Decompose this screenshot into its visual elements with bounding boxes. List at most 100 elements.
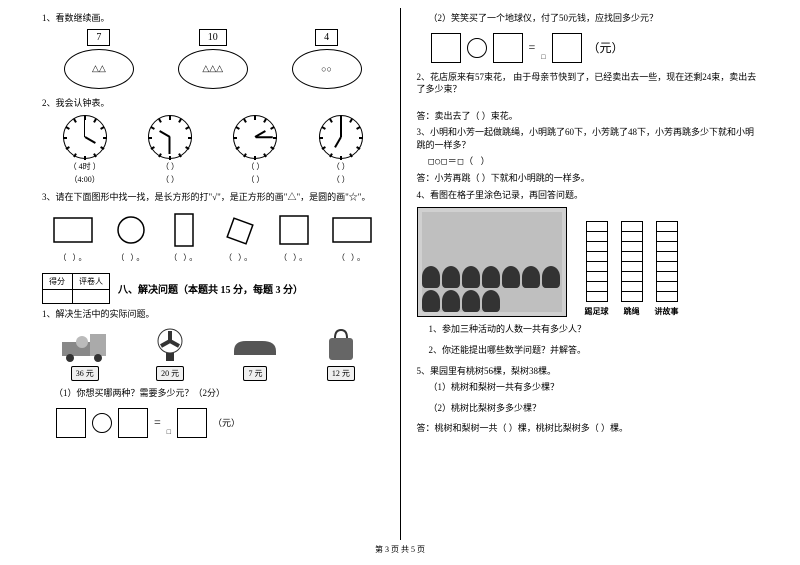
rq2-ans: 答：卖出去了（ ）束花。 xyxy=(417,110,759,123)
equation-row: = □ （元） xyxy=(431,33,759,63)
price-tag: 12 元 xyxy=(327,366,355,381)
rq5-s1: （1）桃树和梨树一共有多少棵？ xyxy=(417,381,759,394)
page-footer: 第 3 页 共 5 页 xyxy=(0,540,800,555)
number-box: 10 xyxy=(199,29,227,46)
answer-paren: （ ）。 xyxy=(116,252,146,263)
section-title: 八、解决问题（本题共 15 分，每题 3 分） xyxy=(110,281,303,296)
q1-item: 10 △△△ xyxy=(178,29,248,89)
unit-label: （元） xyxy=(213,416,240,429)
circle-icon xyxy=(116,212,146,248)
clock-face xyxy=(63,115,107,159)
clock-label: （ ） xyxy=(246,161,264,172)
blank-box xyxy=(552,33,582,63)
fan-icon xyxy=(141,326,199,364)
rq4-s1: 1、参加三种活动的人数一共有多少人？ xyxy=(417,323,759,336)
rq5-s2: （2）桃树比梨树多多少棵？ xyxy=(417,402,759,415)
kid-icon xyxy=(462,290,480,312)
price-tag: 36 元 xyxy=(71,366,99,381)
answer-paren: （ ）。 xyxy=(169,252,199,263)
bar-column: 踢足球 xyxy=(585,222,609,317)
bar-label: 踢足球 xyxy=(585,306,609,317)
q1-item: 7 △△ xyxy=(64,29,134,89)
kid-icon xyxy=(422,266,440,288)
bar-stack xyxy=(656,222,678,302)
answer-paren: （ ）。 xyxy=(337,252,367,263)
bag-icon xyxy=(312,326,370,364)
kid-icon xyxy=(502,266,520,288)
clock-face xyxy=(319,115,363,159)
solve-title: 1、解决生活中的实际问题。 xyxy=(42,308,384,321)
equation-row: = □ （元） xyxy=(56,408,384,438)
clock-face xyxy=(233,115,277,159)
kid-icon xyxy=(482,290,500,312)
rectangle-icon xyxy=(53,212,93,248)
shape-row: （ ）。 （ ）。 （ ）。 （ ）。 （ ）。 xyxy=(42,212,384,263)
score-blank xyxy=(43,289,73,303)
clock-cell: （ ） （ ） xyxy=(233,115,277,185)
pic-bars-row: 踢足球 跳绳 讲故事 xyxy=(417,207,759,317)
clock-label: （ ） xyxy=(332,161,350,172)
product: 36 元 xyxy=(56,326,114,381)
kids-group xyxy=(422,266,562,312)
grader-blank xyxy=(73,289,110,303)
shape-cell: （ ）。 xyxy=(116,212,146,263)
rq3-eq: □○□＝□（ ） xyxy=(417,156,759,169)
clock-icon xyxy=(319,115,363,159)
product: 20 元 xyxy=(141,326,199,381)
bars-group: 踢足球 跳绳 讲故事 xyxy=(585,207,679,317)
product: 12 元 xyxy=(312,326,370,381)
number-box: 4 xyxy=(315,29,338,46)
tall-rect-icon xyxy=(174,212,194,248)
bar-stack xyxy=(621,222,643,302)
rq3-ans: 答：小芳再跳（ ）下就和小明跳的一样多。 xyxy=(417,172,759,185)
clock-label: （ 4时 ） xyxy=(69,161,101,172)
price-tag: 7 元 xyxy=(243,366,267,381)
rq4-s2: 2、你还能提出哪些数学问题？并解答。 xyxy=(417,344,759,357)
drawn-shapes: △△ xyxy=(92,63,106,74)
kid-icon xyxy=(462,266,480,288)
equals-sign: = xyxy=(529,40,536,55)
clock-cell: （ ） （ ） xyxy=(148,115,192,185)
op-circle xyxy=(467,38,487,58)
rectangle-icon xyxy=(332,212,372,248)
square-icon xyxy=(279,212,309,248)
bar-cell xyxy=(621,291,643,302)
shoe-icon xyxy=(226,326,284,364)
shape-cell: （ ）。 xyxy=(279,212,309,263)
left-column: 1、看数继续画。 7 △△ 10 △△△ 4 ○○ 2、我会认钟表。 （ 4时 xyxy=(30,8,396,540)
shape-cell: （ ）。 xyxy=(222,212,256,263)
clock-cell: （ 4时 ） （4:00） xyxy=(63,115,107,185)
section-header: 得分评卷人 八、解决问题（本题共 15 分，每题 3 分） xyxy=(42,273,384,304)
bar-stack xyxy=(586,222,608,302)
bar-column: 讲故事 xyxy=(655,222,679,317)
q1-item: 4 ○○ xyxy=(292,29,362,89)
clock-label2: （ ） xyxy=(332,174,350,185)
shape-cell: （ ）。 xyxy=(169,212,199,263)
score-table: 得分评卷人 xyxy=(42,273,110,304)
clock-label2: （ ） xyxy=(246,174,264,185)
kid-icon xyxy=(522,266,540,288)
kid-icon xyxy=(442,290,460,312)
clock-face xyxy=(148,115,192,159)
score-label: 得分 xyxy=(43,273,73,289)
sub-blank: □ xyxy=(541,53,545,61)
kid-icon xyxy=(482,266,500,288)
product-row: 36 元 20 元 7 元 12 元 xyxy=(42,326,384,381)
drawn-shapes: ○○ xyxy=(321,64,332,74)
bar-label: 讲故事 xyxy=(655,306,679,317)
bar-label: 跳绳 xyxy=(624,306,640,317)
r-sub2: （2）笑笑买了一个地球仪，付了50元钱，应找回多少元？ xyxy=(417,12,759,25)
blank-box xyxy=(177,408,207,438)
truck-icon xyxy=(56,326,114,364)
answer-paren: （ ）。 xyxy=(58,252,88,263)
rq3-text: 3、小明和小芳一起做跳绳，小明跳了60下，小芳跳了48下，小芳再跳多少下就和小明… xyxy=(417,126,759,151)
right-column: （2）笑笑买了一个地球仪，付了50元钱，应找回多少元？ = □ （元） 2、花店… xyxy=(405,8,771,540)
clock-icon xyxy=(148,115,192,159)
shape-cell: （ ）。 xyxy=(332,212,372,263)
blank-box xyxy=(431,33,461,63)
bar-cell xyxy=(586,291,608,302)
op-circle xyxy=(92,413,112,433)
q2-title: 2、我会认钟表。 xyxy=(42,97,384,110)
clock-label2: （4:00） xyxy=(70,174,100,185)
clock-label: （ ） xyxy=(161,161,179,172)
